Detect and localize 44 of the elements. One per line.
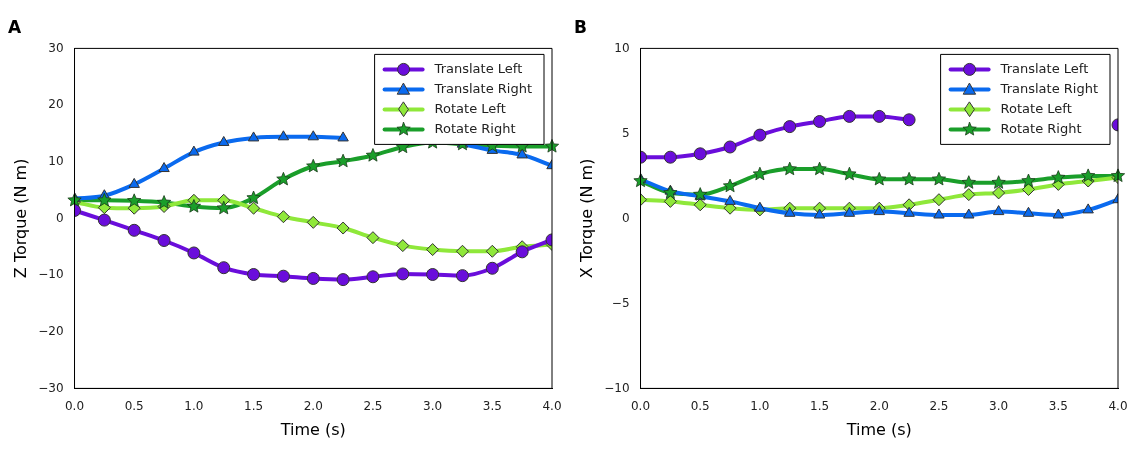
x-tick-label: 4.0 (1108, 398, 1128, 413)
x-tick-label: 4.0 (542, 398, 562, 413)
y-tick-label: 10 (48, 153, 64, 168)
x-tick-label: 1.5 (244, 398, 264, 413)
y-tick-label: −20 (38, 323, 64, 338)
legend-label: Translate Left (999, 60, 1089, 76)
y-tick-label: 0 (621, 210, 630, 225)
legend-label: Rotate Right (434, 120, 516, 136)
x-tick-label: 3.5 (482, 398, 502, 413)
y-axis-title: X Torque (N m) (576, 158, 596, 279)
legend-label: Rotate Right (1000, 120, 1082, 136)
y-tick-label: 10 (614, 40, 630, 55)
y-tick-label: −30 (38, 380, 64, 395)
legend-label: Translate Left (433, 60, 523, 76)
chart-title: A (8, 16, 22, 37)
x-tick-label: 1.0 (184, 398, 204, 413)
x-tick-label: 1.5 (810, 398, 830, 413)
x-tick-label: 3.0 (989, 398, 1009, 413)
y-tick-label: 20 (48, 97, 64, 112)
x-axis-title: Time (s) (279, 419, 346, 439)
y-tick-label: 30 (48, 40, 64, 55)
legend-label: Rotate Left (1000, 100, 1072, 116)
x-tick-label: 2.0 (869, 398, 889, 413)
x-tick-label: 2.0 (303, 398, 323, 413)
x-tick-label: 0.0 (64, 398, 85, 413)
x-tick-label: 1.0 (750, 398, 770, 413)
y-tick-label: −5 (611, 295, 630, 310)
x-tick-label: 0.5 (124, 398, 144, 413)
x-axis-title: Time (s) (845, 419, 912, 439)
legend-label: Rotate Left (434, 100, 506, 116)
y-tick-label: −10 (38, 267, 64, 282)
legend-label: Translate Right (999, 80, 1099, 96)
x-tick-label: 3.0 (423, 398, 443, 413)
y-tick-label: 0 (55, 210, 64, 225)
x-tick-label: 0.0 (630, 398, 651, 413)
x-tick-label: 2.5 (363, 398, 383, 413)
x-tick-label: 2.5 (929, 398, 949, 413)
x-tick-label: 0.5 (690, 398, 710, 413)
x-tick-label: 3.5 (1048, 398, 1068, 413)
y-tick-label: −10 (604, 380, 630, 395)
y-axis-title: Z Torque (N m) (10, 158, 30, 279)
legend-label: Translate Right (433, 80, 533, 96)
y-tick-label: 5 (621, 125, 630, 140)
chart-title: B (574, 16, 587, 37)
